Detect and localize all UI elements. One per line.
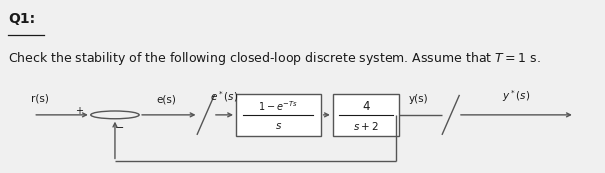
Text: $s$: $s$	[275, 121, 282, 131]
Text: $s+2$: $s+2$	[353, 120, 379, 131]
Text: r(s): r(s)	[31, 93, 49, 103]
Text: −: −	[115, 123, 125, 133]
Text: Q1:: Q1:	[8, 12, 35, 26]
Text: $e^*(s)$: $e^*(s)$	[210, 89, 238, 104]
Text: Check the stability of the following closed-loop discrete system. Assume that $T: Check the stability of the following clo…	[8, 50, 540, 67]
Text: $1-e^{-Ts}$: $1-e^{-Ts}$	[258, 99, 298, 113]
Text: y(s): y(s)	[409, 94, 429, 104]
Bar	[236, 94, 321, 136]
Text: e(s): e(s)	[157, 94, 176, 104]
Bar	[333, 94, 399, 136]
Text: $y^*(s)$: $y^*(s)$	[502, 88, 530, 104]
Text: +: +	[76, 106, 83, 116]
Text: 4: 4	[362, 100, 370, 113]
